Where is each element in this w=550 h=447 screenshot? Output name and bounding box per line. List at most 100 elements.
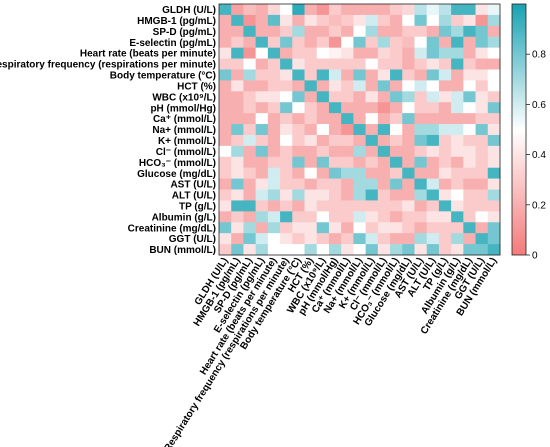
heatmap-cell	[280, 4, 293, 16]
heatmap-cell	[341, 14, 354, 27]
heatmap-cell	[243, 47, 256, 59]
heatmap-cell	[341, 4, 354, 16]
heatmap-cell	[243, 211, 256, 223]
heatmap-cells	[219, 4, 501, 256]
heatmap-cell	[304, 124, 318, 136]
heatmap-cell	[414, 102, 427, 114]
heatmap-cell	[414, 124, 427, 136]
heatmap-cell	[390, 124, 403, 136]
heatmap-cell	[280, 178, 293, 190]
row-label: Respiratory frequency (respirations per …	[0, 60, 216, 71]
row-label: HCT (%)	[177, 81, 216, 92]
heatmap-cell	[426, 36, 440, 48]
heatmap-cell	[304, 80, 318, 92]
heatmap-cell	[353, 189, 366, 201]
heatmap-cell	[487, 113, 501, 125]
heatmap-cell	[438, 69, 452, 81]
heatmap-cell	[243, 80, 256, 92]
heatmap-cell	[304, 222, 318, 234]
heatmap-cell	[402, 80, 415, 92]
heatmap-cell	[451, 113, 464, 125]
row-label: E-selectin (pg/mL)	[129, 38, 216, 49]
heatmap-cell	[328, 58, 342, 70]
heatmap-cell	[267, 167, 281, 179]
heatmap-cell	[255, 189, 269, 201]
heatmap-cell	[328, 113, 342, 125]
heatmap-cell	[231, 211, 244, 223]
heatmap-cell	[328, 167, 342, 179]
heatmap-cell	[365, 145, 379, 158]
row-label: TP (g/L)	[179, 201, 216, 212]
heatmap-cell	[328, 69, 342, 81]
heatmap-cell	[487, 222, 501, 234]
heatmap-cell	[402, 244, 415, 256]
heatmap-cell	[280, 134, 293, 147]
heatmap-cell	[390, 25, 403, 38]
heatmap-cell	[328, 124, 342, 136]
heatmap-cell	[475, 156, 489, 168]
heatmap-cell	[292, 200, 305, 212]
heatmap-cell	[292, 25, 305, 38]
heatmap-cell	[438, 36, 452, 48]
heatmap-cell	[377, 14, 391, 27]
heatmap-cell	[414, 36, 427, 48]
heatmap-cell	[304, 233, 318, 245]
heatmap-cell	[341, 178, 354, 190]
heatmap-cell	[451, 200, 464, 212]
heatmap-cell	[353, 14, 366, 27]
heatmap-cell	[463, 80, 476, 92]
heatmap-cell	[292, 14, 305, 27]
heatmap-cell	[292, 145, 305, 158]
heatmap-cell	[438, 178, 452, 190]
heatmap-cell	[390, 58, 403, 70]
color-scale-gradient	[511, 3, 527, 256]
heatmap-cell	[231, 178, 244, 190]
heatmap-cell	[231, 124, 244, 136]
heatmap-cell	[341, 156, 354, 168]
row-label: BUN (mmol/L)	[149, 245, 216, 256]
heatmap-cell	[219, 91, 232, 103]
heatmap-cell	[451, 14, 464, 27]
heatmap-cell	[267, 244, 281, 256]
heatmap-cell	[255, 25, 269, 38]
heatmap-cell	[267, 145, 281, 158]
heatmap-cell	[219, 178, 232, 190]
heatmap-cell	[280, 222, 293, 234]
heatmap-cell	[255, 80, 269, 92]
heatmap-cell	[219, 211, 232, 223]
row-label: Creatinine (mg/dL)	[128, 223, 216, 234]
heatmap-cell	[243, 25, 256, 38]
heatmap-cell	[377, 113, 391, 125]
heatmap-cell	[255, 113, 269, 125]
heatmap-cell	[475, 200, 489, 212]
heatmap-cell	[487, 36, 501, 48]
heatmap-cell	[280, 69, 293, 81]
heatmap-cell	[316, 178, 330, 190]
heatmap-cell	[243, 244, 256, 256]
heatmap-cell	[280, 124, 293, 136]
heatmap-cell	[402, 178, 415, 190]
heatmap-cell	[219, 222, 232, 234]
heatmap-cell	[231, 167, 244, 179]
heatmap-cell	[475, 69, 489, 81]
heatmap-cell	[414, 58, 427, 70]
heatmap-cell	[353, 145, 366, 158]
heatmap-cell	[451, 211, 464, 223]
heatmap-cell	[292, 244, 305, 256]
heatmap-cell	[280, 80, 293, 92]
heatmap-cell	[451, 47, 464, 59]
heatmap-cell	[304, 36, 318, 48]
heatmap-cell	[414, 91, 427, 103]
heatmap-cell	[414, 167, 427, 179]
heatmap-cell	[365, 69, 379, 81]
heatmap-cell	[463, 14, 476, 27]
heatmap-cell	[390, 156, 403, 168]
heatmap-cell	[243, 36, 256, 48]
heatmap-cell	[463, 222, 476, 234]
heatmap-cell	[255, 4, 269, 16]
heatmap-cell	[328, 189, 342, 201]
heatmap-cell	[390, 113, 403, 125]
heatmap-cell	[353, 102, 366, 114]
heatmap-cell	[304, 91, 318, 103]
heatmap-cell	[438, 167, 452, 179]
